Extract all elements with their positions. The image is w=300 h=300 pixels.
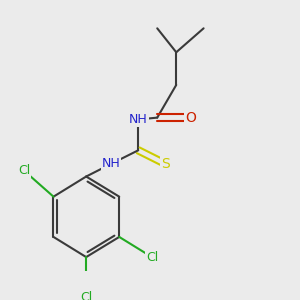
- Text: Cl: Cl: [18, 164, 30, 177]
- Text: Cl: Cl: [80, 291, 92, 300]
- Text: Cl: Cl: [146, 250, 158, 264]
- Text: NH: NH: [101, 158, 120, 170]
- Text: NH: NH: [129, 113, 148, 126]
- Text: S: S: [161, 157, 170, 171]
- Text: O: O: [185, 111, 196, 124]
